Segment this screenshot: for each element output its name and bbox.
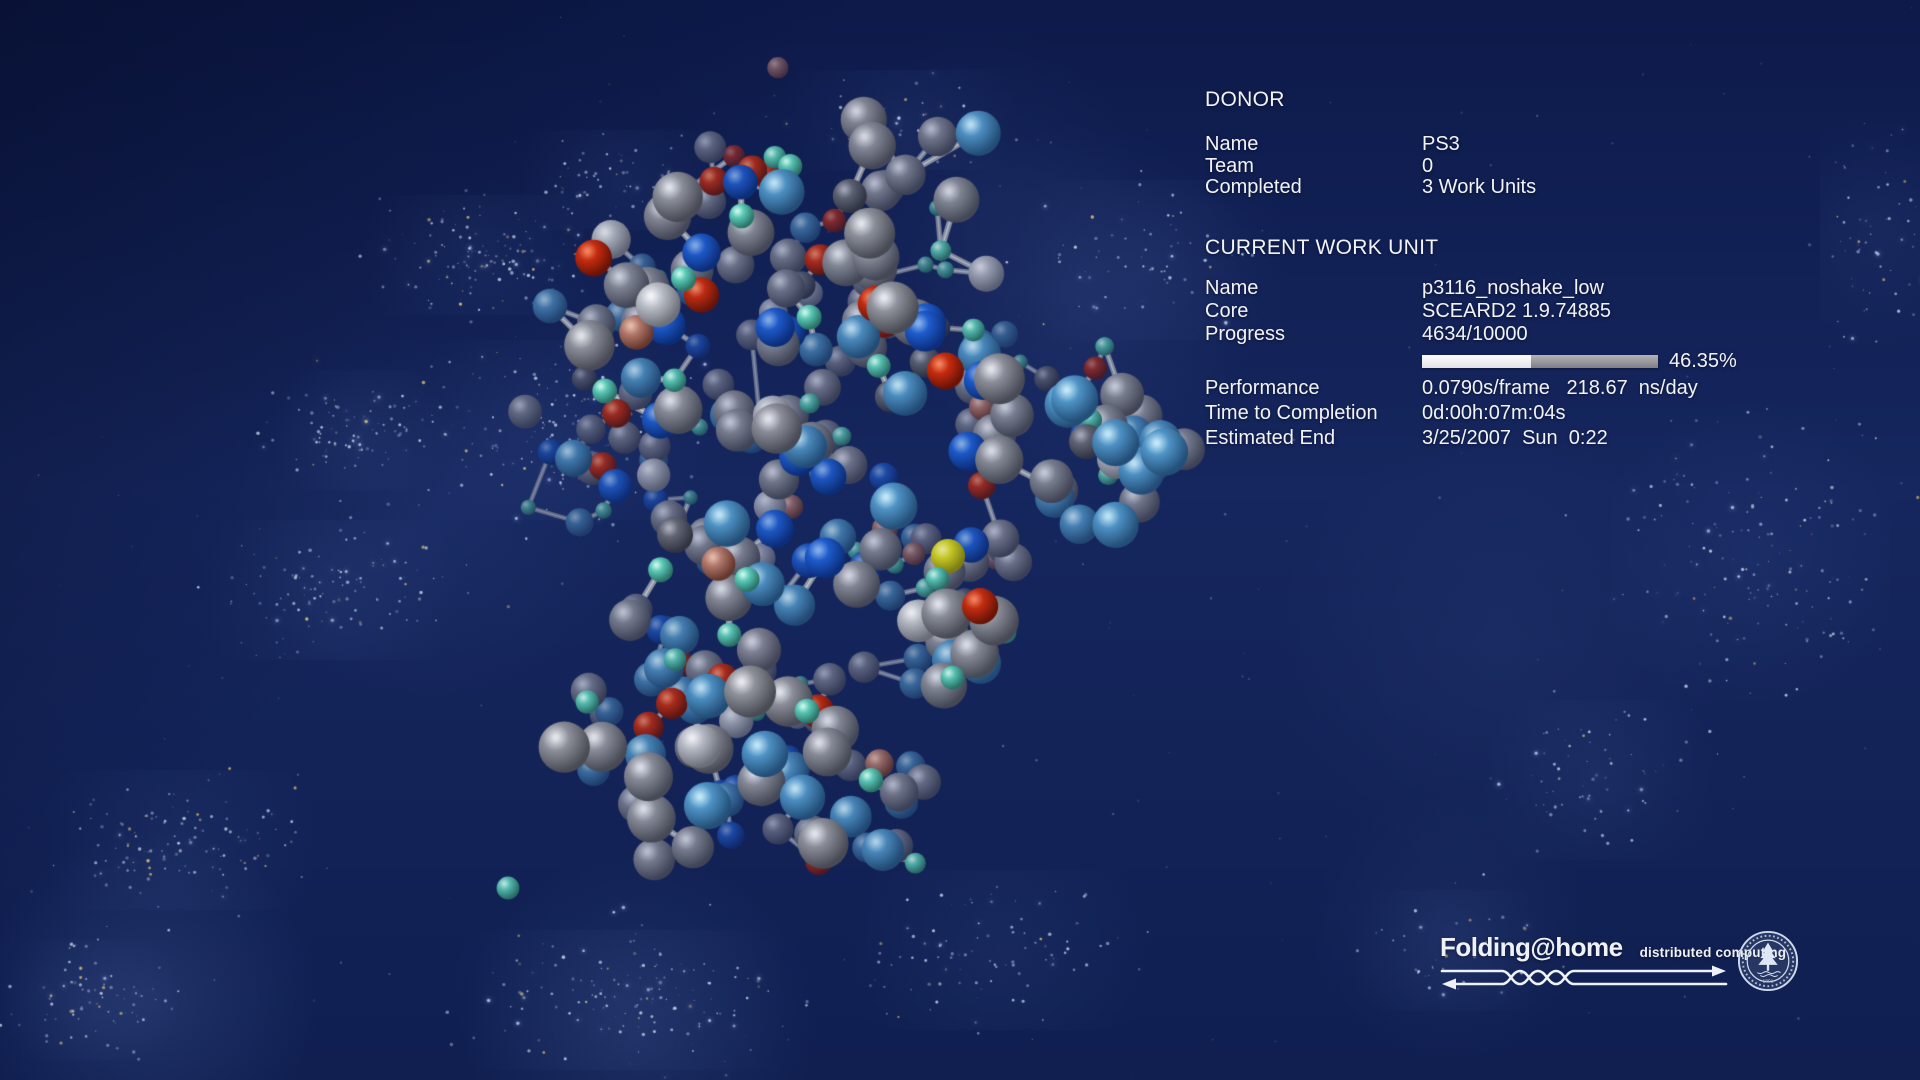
donor-row-completed: Completed 3 Work Units: [1205, 176, 1537, 199]
donor-name-value: PS3: [1422, 133, 1460, 155]
time-to-completion-label: Time to Completion: [1205, 402, 1378, 424]
wu-name-value: p3116_noshake_low: [1422, 277, 1605, 299]
time-to-completion-value: 0d:00h:07m:04s: [1422, 402, 1566, 424]
wu-row-name: Name p3116_noshake_low: [1205, 277, 1737, 300]
estimated-end-label: Estimated End: [1205, 427, 1336, 449]
wu-name-label: Name: [1205, 277, 1259, 299]
donor-team-value: 0: [1422, 154, 1434, 177]
donor-name-label: Name: [1205, 133, 1259, 155]
donor-completed-label: Completed: [1205, 176, 1302, 198]
work-unit-header: CURRENT WORK UNIT: [1205, 236, 1439, 259]
estimated-end-value: 3/25/2007 Sun 0:22: [1422, 427, 1608, 449]
logo-tagline: distributed computing: [1639, 945, 1787, 960]
donor-panel: DONOR Name PS3 Team 0 Completed 3 Work U…: [1205, 88, 1536, 199]
wu-core-label: Core: [1205, 300, 1249, 322]
braid-arrows-icon: [1440, 965, 1728, 990]
donor-header: DONOR: [1205, 88, 1285, 111]
perf-row-estimated-end: Estimated End 3/25/2007 Sun 0:22: [1205, 426, 1698, 451]
perf-row-performance: Performance 0.0790s/frame 218.67 ns/day: [1205, 376, 1698, 401]
wu-row-progress: Progress 4634/10000: [1205, 323, 1737, 346]
progress-bar-track: [1422, 354, 1658, 368]
wu-row-core: Core SCEARD2 1.9.74885: [1205, 300, 1737, 323]
donor-team-label: Team: [1205, 154, 1254, 177]
progress-bar-row: 46.35%: [1205, 349, 1737, 373]
brand-wordmark: Folding@home: [1440, 932, 1623, 962]
folding-at-home-logo: Folding@home distributed computing: [1440, 930, 1820, 1030]
performance-label: Performance: [1205, 377, 1320, 399]
donor-rows: Name PS3 Team 0 Completed 3 Work Units: [1205, 133, 1537, 199]
work-unit-rows: Name p3116_noshake_low Core SCEARD2 1.9.…: [1205, 277, 1737, 373]
current-work-unit-panel: CURRENT WORK UNIT Name p3116_noshake_low…: [1205, 236, 1737, 373]
progress-percent-label: 46.35%: [1669, 349, 1737, 372]
progress-bar-fill: [1422, 354, 1532, 368]
logo-text-row: Folding@home distributed computing: [1440, 930, 1820, 960]
wu-progress-value: 4634/10000: [1422, 323, 1528, 345]
wu-core-value: SCEARD2 1.9.74885: [1422, 300, 1612, 322]
donor-row-team: Team 0: [1205, 154, 1536, 178]
donor-completed-value: 3 Work Units: [1422, 176, 1537, 198]
perf-row-time-to-completion: Time to Completion 0d:00h:07m:04s: [1205, 401, 1698, 426]
performance-value: 0.0790s/frame 218.67 ns/day: [1422, 377, 1698, 399]
wu-progress-label: Progress: [1205, 323, 1286, 345]
performance-panel: Performance 0.0790s/frame 218.67 ns/day …: [1205, 376, 1698, 451]
stanford-seal-icon: 1891: [1737, 930, 1799, 992]
donor-row-name: Name PS3: [1205, 133, 1536, 156]
svg-text:1891: 1891: [1763, 978, 1774, 984]
